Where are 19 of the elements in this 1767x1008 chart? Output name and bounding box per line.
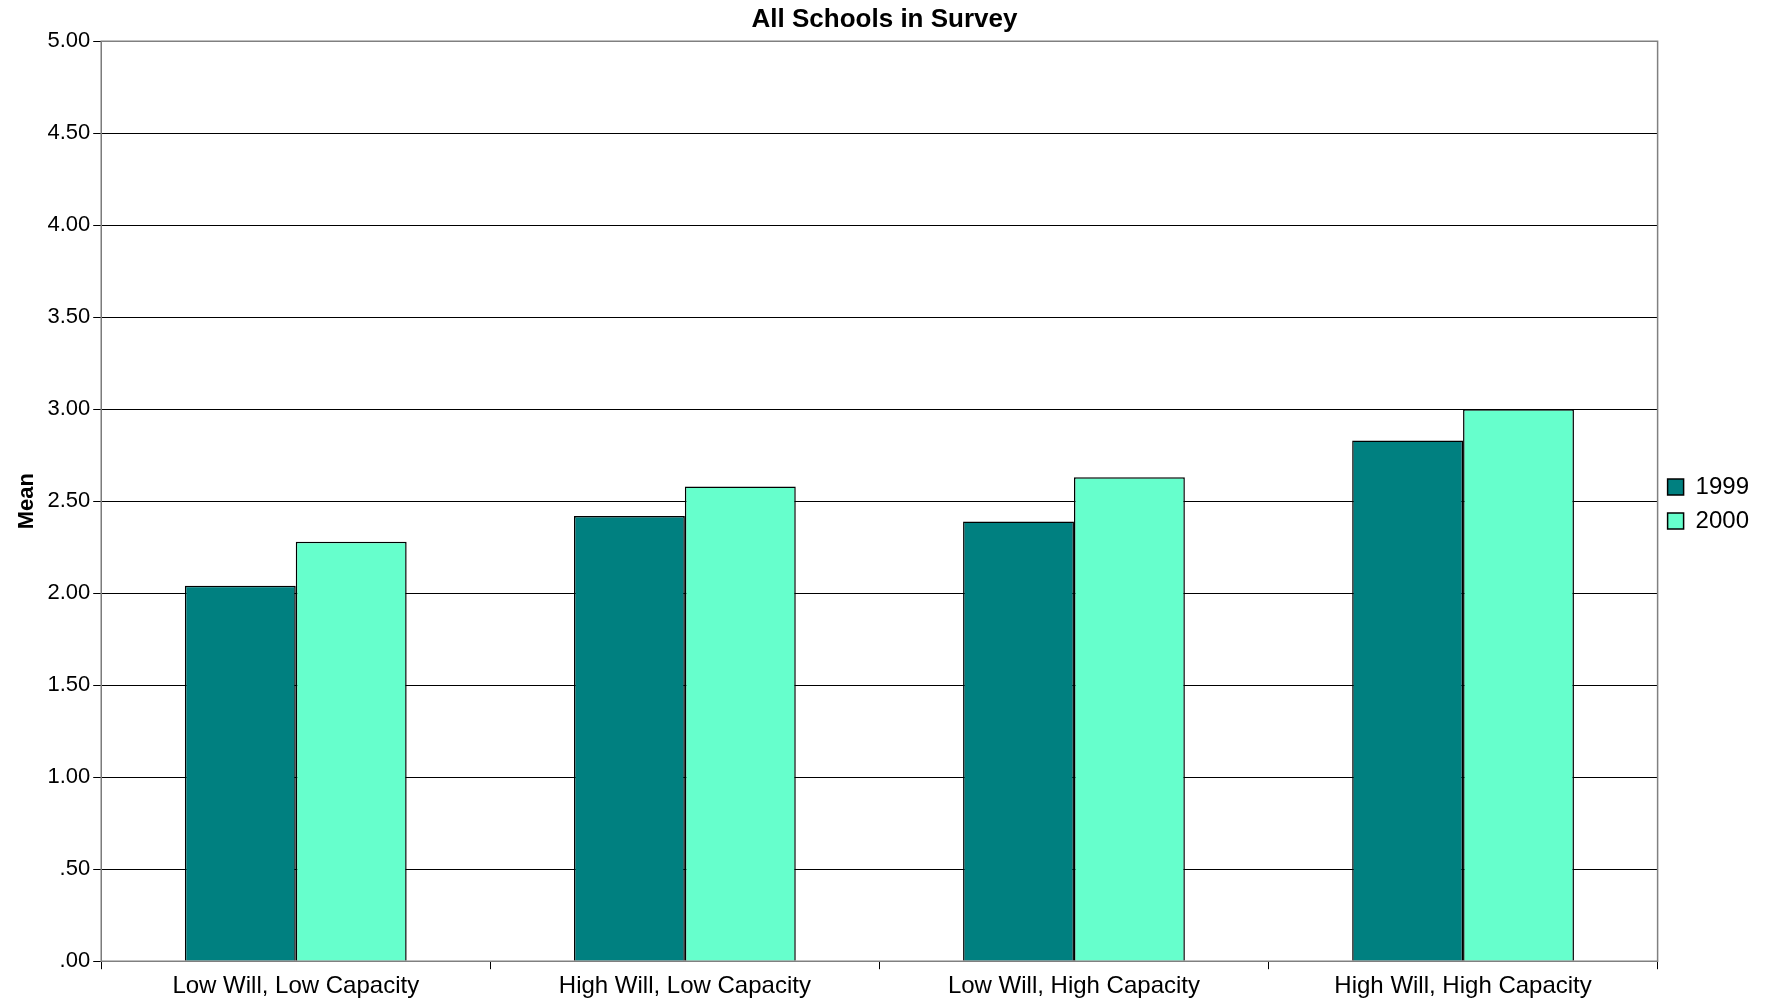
y-tick-label: 4.50 — [47, 119, 91, 145]
legend-label: 2000 — [1695, 505, 1749, 533]
x-tick-label: Low Will, High Capacity — [947, 971, 1201, 999]
y-tick-label: .50 — [59, 855, 91, 881]
y-tick-label: 3.50 — [47, 303, 91, 329]
y-tick-label: 5.00 — [47, 27, 91, 53]
y-tick-label: 4.00 — [47, 211, 91, 237]
x-tick-label: High Will, Low Capacity — [558, 971, 811, 999]
y-tick-label: 1.00 — [47, 763, 91, 789]
y-tick-label: 2.50 — [47, 487, 91, 513]
chart-title: All Schools in Survey — [751, 2, 1018, 33]
y-tick-label: 1.50 — [47, 671, 91, 697]
x-tick-label: High Will, High Capacity — [1334, 971, 1592, 999]
y-tick-label: 2.00 — [47, 579, 91, 605]
y-axis-title: Mean — [13, 473, 39, 530]
x-tick-label: Low Will, Low Capacity — [172, 971, 420, 999]
y-tick-label: 3.00 — [47, 395, 91, 421]
legend-label: 1999 — [1695, 471, 1749, 499]
y-tick-label: .00 — [59, 947, 91, 973]
